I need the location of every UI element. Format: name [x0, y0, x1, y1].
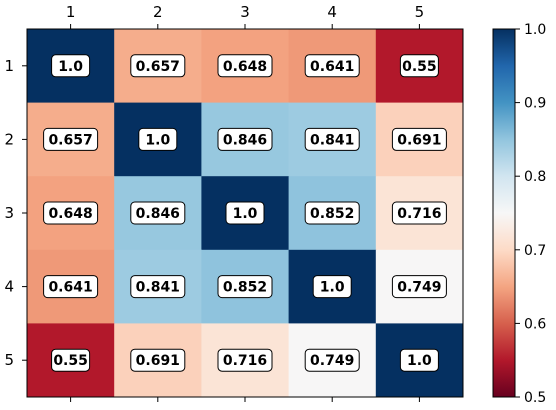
cell-value-label: 1.0 — [233, 206, 258, 222]
cell-label-box — [130, 54, 186, 78]
cell-label-box — [217, 54, 273, 78]
cell-value-label: 0.641 — [310, 59, 354, 75]
colorbar-tick-label: 1.0 — [524, 22, 546, 38]
cell-value-label: 0.657 — [136, 59, 180, 75]
cell-label-box — [138, 127, 178, 151]
cell-label-box — [304, 348, 360, 372]
colorbar-gradient — [492, 28, 516, 398]
cell-value-label: 0.852 — [223, 280, 267, 296]
cell-label-box — [43, 201, 99, 225]
cell-value-label: 0.716 — [223, 353, 267, 369]
cell-value-label: 0.691 — [397, 132, 441, 148]
cell-value-label: 0.641 — [48, 280, 92, 296]
cell-value-label: 0.749 — [397, 280, 441, 296]
cell-value-label: 1.0 — [320, 280, 345, 296]
cell-label-box — [399, 54, 439, 78]
cell-label-box — [217, 275, 273, 299]
colorbar-tick-label: 0.9 — [524, 96, 546, 112]
cell-value-label: 0.749 — [310, 353, 354, 369]
cell-value-label: 0.648 — [223, 59, 267, 75]
cell-label-box — [130, 201, 186, 225]
colorbar-tick-label: 0.6 — [524, 316, 546, 332]
cell-label-box — [225, 201, 265, 225]
cell-value-label: 1.0 — [58, 59, 83, 75]
cell-value-label: 0.841 — [310, 132, 354, 148]
cell-label-box — [51, 348, 91, 372]
colorbar — [492, 28, 516, 398]
y-tick-label: 5 — [4, 351, 14, 369]
cell-value-label: 0.648 — [48, 206, 92, 222]
cell-label-box — [391, 201, 447, 225]
cell-label-box — [217, 348, 273, 372]
cell-value-label: 0.716 — [397, 206, 441, 222]
cell-value-label: 0.846 — [223, 132, 267, 148]
cell-label-box — [391, 275, 447, 299]
y-tick-label: 1 — [4, 57, 14, 75]
y-tick-label: 2 — [4, 130, 14, 148]
y-tick-label: 3 — [4, 204, 14, 222]
colorbar-tick-label: 0.5 — [524, 390, 546, 406]
cell-value-label: 0.846 — [136, 206, 180, 222]
cell-value-label: 0.852 — [310, 206, 354, 222]
x-tick-label: 2 — [153, 3, 163, 21]
cell-value-label: 0.841 — [136, 280, 180, 296]
cell-label-box — [130, 348, 186, 372]
cell-label-box — [304, 201, 360, 225]
cell-label-box — [399, 348, 439, 372]
cell-label-box — [51, 54, 91, 78]
cell-value-label: 0.657 — [48, 132, 92, 148]
colorbar-ticks: 0.5 0.6 0.7 0.8 0.9 1.0 — [515, 22, 546, 406]
heatmap-cells: 1.0 0.657 0.648 0.641 0.55 0.657 1.0 0.846 0.841… — [27, 29, 464, 398]
cell-label-box — [312, 275, 352, 299]
cell-label-box — [43, 127, 99, 151]
x-axis-ticks: 1 2 3 4 5 — [66, 3, 424, 402]
cell-value-label: 1.0 — [407, 353, 432, 369]
cell-label-box — [304, 54, 360, 78]
cell-label-box — [391, 127, 447, 151]
cell-label-box — [43, 275, 99, 299]
x-tick-label: 4 — [327, 3, 337, 21]
x-tick-label: 5 — [415, 3, 425, 21]
colorbar-tick-label: 0.8 — [524, 169, 546, 185]
cell-label-box — [217, 127, 273, 151]
x-tick-label: 3 — [240, 3, 250, 21]
cell-value-label: 0.55 — [402, 59, 437, 75]
x-tick-label: 1 — [66, 3, 76, 21]
cell-value-label: 1.0 — [145, 132, 170, 148]
cell-label-box — [130, 275, 186, 299]
cell-label-box — [304, 127, 360, 151]
y-tick-label: 4 — [4, 278, 14, 296]
cell-value-label: 0.55 — [53, 353, 88, 369]
cell-value-label: 0.691 — [136, 353, 180, 369]
y-axis-ticks: 1 2 3 4 5 — [4, 57, 27, 369]
colorbar-tick-label: 0.7 — [524, 243, 546, 259]
